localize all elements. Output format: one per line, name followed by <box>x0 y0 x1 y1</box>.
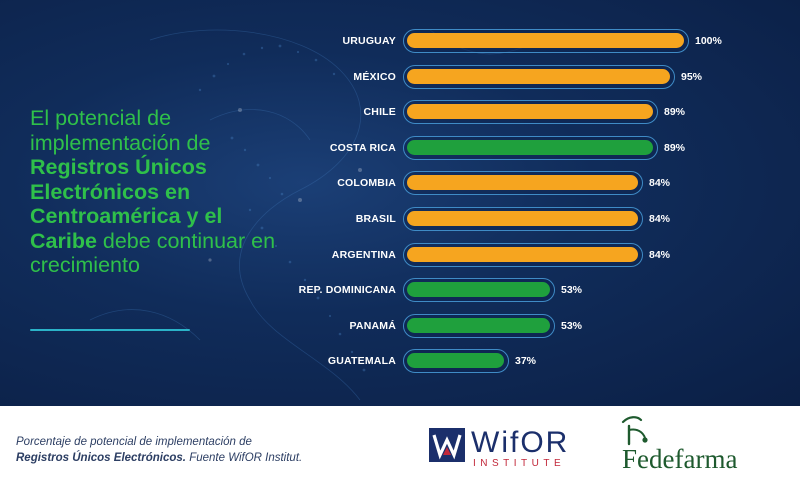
bar-value-label: 53% <box>561 319 583 332</box>
bar-label: URUGUAY <box>342 35 396 47</box>
bar-label: CHILE <box>363 106 396 119</box>
bar-chart: URUGUAY 100% MÉXICO 95% CHILE 89% COSTA RICA 89… <box>298 29 722 374</box>
bar-label: GUATEMALA <box>327 355 396 368</box>
bar-track <box>403 29 689 53</box>
bar-track <box>403 313 555 338</box>
fedefarma-logo: Fedefarma <box>611 414 791 476</box>
caption-rest: Fuente WifOR Institut. <box>186 452 303 464</box>
headline-underline <box>30 329 190 331</box>
bar-track <box>403 135 658 160</box>
bar-label: BRASIL <box>355 213 396 225</box>
bar-track <box>403 349 509 374</box>
bar <box>407 139 653 155</box>
bar-label: MÉXICO <box>353 70 396 83</box>
bar <box>407 282 550 298</box>
wifor-name: WifOR <box>471 426 570 459</box>
bar-label: COSTA RICA <box>329 141 396 154</box>
bar-value-label: 84% <box>649 177 671 190</box>
wifor-mark-icon <box>429 428 465 462</box>
bar-label: ARGENTINA <box>331 248 396 261</box>
fedefarma-mark-icon <box>621 416 648 446</box>
infographic-panel: El potencial de implementación de Regist… <box>0 0 800 406</box>
headline: El potencial de implementación de Regist… <box>30 106 290 278</box>
headline-part2: debe continuar en crecimiento <box>30 228 276 278</box>
wifor-logo: WifOR INSTITUTE <box>429 426 589 476</box>
bar-value-label: 84% <box>649 213 671 225</box>
bar-label: REP. DOMINICANA <box>298 284 396 297</box>
bar-value-label: 84% <box>649 248 671 261</box>
footer: Porcentaje de potencial de implementació… <box>0 406 800 481</box>
headline-part1: El potencial de implementación de <box>30 106 211 155</box>
bar-track <box>403 207 643 231</box>
bar-value-label: 89% <box>664 106 686 119</box>
bar-value-label: 89% <box>664 141 686 154</box>
bar-value-label: 53% <box>561 284 583 297</box>
bar-value-label: 95% <box>681 70 703 83</box>
caption: Porcentaje de potencial de implementació… <box>16 434 356 466</box>
headline-bold: Registros Únicos Electrónicos en Centroa… <box>30 155 223 253</box>
bar <box>407 175 638 191</box>
bar <box>407 246 638 262</box>
bar-label: COLOMBIA <box>337 177 396 190</box>
wifor-subtitle: INSTITUTE <box>473 458 566 469</box>
bar <box>407 104 653 120</box>
bar <box>407 353 504 369</box>
bar <box>407 68 670 84</box>
bar-track <box>403 64 675 89</box>
bar-track <box>403 242 643 267</box>
bar-value-label: 37% <box>515 355 537 368</box>
bar-value-label: 100% <box>695 35 722 47</box>
fedefarma-name: Fedefarma <box>622 444 738 474</box>
bar <box>407 317 550 333</box>
caption-bold: Registros Únicos Electrónicos. <box>16 452 186 464</box>
bar-track <box>403 278 555 303</box>
bar <box>407 211 638 226</box>
bar-label: PANAMÁ <box>349 319 396 332</box>
bar <box>407 33 684 48</box>
caption-line1: Porcentaje de potencial de implementació… <box>16 436 252 448</box>
bar-track <box>403 171 643 196</box>
bar-track <box>403 100 658 125</box>
